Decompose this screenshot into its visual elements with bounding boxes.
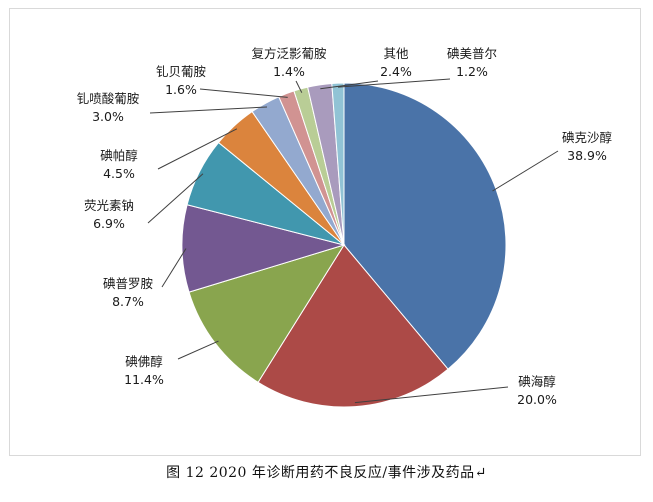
slice-name-label: 碘美普尔 bbox=[447, 46, 497, 61]
leader-line bbox=[354, 386, 509, 404]
pie-slice bbox=[343, 82, 507, 370]
leader-line bbox=[492, 150, 559, 192]
leader-line bbox=[157, 128, 238, 170]
slice-name-label: 荧光素钠 bbox=[84, 198, 134, 213]
pie-slice bbox=[188, 244, 346, 384]
slice-value-label: 3.0% bbox=[92, 109, 124, 124]
slice-value-label: 8.7% bbox=[112, 294, 144, 309]
pie-chart: 碘克沙醇 38.9% 碘海醇 20.0% 碘佛醇 11.4% 碘普罗胺 8.7% 荧光素钠 6.9… bbox=[77, 46, 612, 408]
slice-labels: 碘克沙醇 38.9% 碘海醇 20.0% 碘佛醇 11.4% 碘普罗胺 8.7% 荧光素钠 6.9… bbox=[77, 46, 612, 407]
slice-name-label: 钆喷酸葡胺 bbox=[77, 91, 140, 106]
slice-name-label: 其他 bbox=[383, 46, 409, 61]
slice-name-label: 碘海醇 bbox=[518, 374, 556, 389]
pie-slice bbox=[257, 244, 449, 408]
slice-name-label: 碘克沙醇 bbox=[562, 130, 612, 145]
pie-slices bbox=[181, 82, 507, 408]
leader-line bbox=[177, 340, 219, 360]
leader-line bbox=[199, 88, 288, 98]
leader-line bbox=[161, 248, 187, 288]
leader-line bbox=[147, 173, 204, 224]
leader-line bbox=[149, 106, 268, 114]
slice-value-label: 1.6% bbox=[165, 82, 197, 97]
slice-value-label: 2.4% bbox=[380, 64, 412, 79]
pie-slice bbox=[331, 82, 345, 246]
pie-slice bbox=[181, 204, 346, 293]
chart-area: 碘克沙醇 38.9% 碘海醇 20.0% 碘佛醇 11.4% 碘普罗胺 8.7% 荧光素钠 6.9… bbox=[9, 8, 641, 456]
slice-value-label: 4.5% bbox=[103, 166, 135, 181]
leader-line bbox=[337, 78, 451, 88]
slice-name-label: 碘佛醇 bbox=[125, 354, 163, 369]
slice-name-label: 钆贝葡胺 bbox=[156, 64, 206, 79]
slice-value-label: 38.9% bbox=[567, 148, 607, 163]
slice-name-label: 碘帕醇 bbox=[100, 148, 138, 163]
figure-caption: 图 12 2020 年诊断用药不良反应/事件涉及药品↵ bbox=[166, 465, 487, 481]
slice-value-label: 1.4% bbox=[273, 64, 305, 79]
slice-name-label: 复方泛影葡胺 bbox=[251, 46, 326, 61]
slice-name-label: 碘普罗胺 bbox=[103, 276, 153, 291]
leader-lines bbox=[147, 78, 559, 404]
slice-value-label: 11.4% bbox=[124, 372, 164, 387]
slice-value-label: 6.9% bbox=[93, 216, 125, 231]
slice-value-label: 20.0% bbox=[517, 392, 557, 407]
slice-value-label: 1.2% bbox=[456, 64, 488, 79]
leader-line bbox=[320, 80, 379, 90]
leader-line bbox=[295, 80, 303, 93]
